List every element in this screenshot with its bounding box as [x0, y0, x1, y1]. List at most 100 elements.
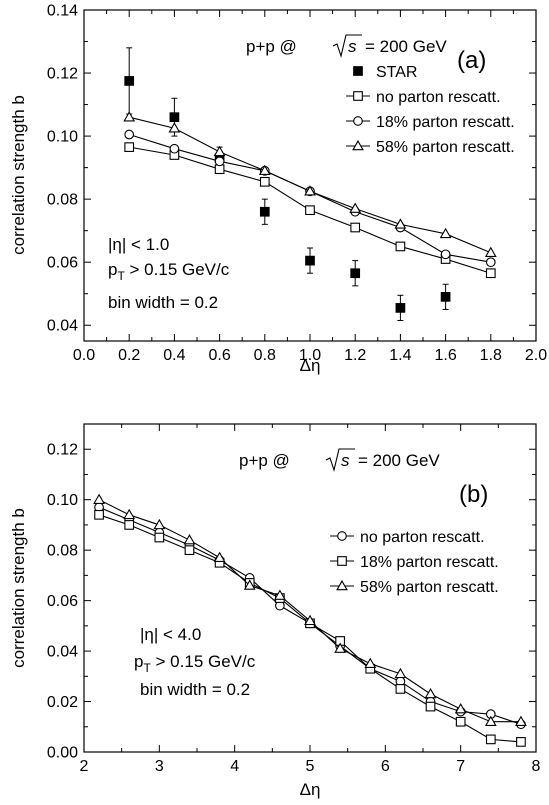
panel-a-eta-range: |η| < 1.0: [108, 235, 169, 254]
panel-b-legend: no parton rescatt. 18% parton rescatt. 58%…: [330, 529, 499, 596]
panel-b-pt-cut: pT > 0.15 GeV/c: [134, 652, 256, 675]
data-point: [426, 702, 435, 711]
svg-text:s: s: [341, 451, 350, 470]
data-point: [486, 717, 496, 726]
data-point: [487, 735, 496, 744]
y-tick-label: 0.06: [47, 255, 78, 272]
data-point: [155, 533, 164, 542]
panel-a-header-energy: = 200 GeV: [365, 37, 447, 56]
y-tick-label: 0.12: [47, 442, 78, 459]
data-point: [95, 511, 104, 520]
panel-b-xlabel: Δη: [300, 780, 321, 799]
data-point: [351, 269, 360, 278]
panel-b-ylabel: correlation strength b: [9, 508, 28, 668]
x-tick-label: 1.4: [389, 347, 411, 364]
data-point: [395, 219, 405, 228]
y-tick-label: 0.08: [47, 192, 78, 209]
data-point: [170, 144, 179, 153]
x-tick-label: 7: [456, 758, 465, 775]
y-tick-label: 0.10: [47, 492, 78, 509]
data-point: [215, 165, 224, 174]
y-tick-label: 0.14: [47, 3, 78, 20]
x-tick-label: 2: [80, 758, 89, 775]
legend-label: no parton rescatt.: [360, 529, 485, 546]
data-point: [351, 223, 360, 232]
panel-b-sqrt-s: s: [326, 449, 355, 470]
legend-label: 18% parton rescatt.: [360, 554, 499, 571]
panel-a-label: (a): [457, 47, 486, 74]
data-point: [487, 269, 496, 278]
svg-text:s: s: [348, 37, 357, 56]
data-point: [124, 510, 134, 519]
data-point: [261, 178, 270, 187]
y-tick-label: 0.12: [47, 66, 78, 83]
legend-marker: [354, 92, 363, 101]
data-point: [517, 738, 526, 747]
legend-item-no-parton-rescatt: no parton rescatt.: [346, 89, 501, 106]
legend-label: 58% parton rescatt.: [360, 579, 499, 596]
panel-b-header-energy: = 200 GeV: [358, 451, 440, 470]
data-point: [125, 143, 134, 152]
data-point: [441, 250, 450, 259]
x-tick-label: 0.2: [118, 347, 140, 364]
data-point: [125, 521, 134, 530]
x-tick-label: 0.0: [73, 347, 95, 364]
legend-item-18-parton-rescatt: 18% parton rescatt.: [330, 554, 499, 571]
legend-item-58-parton-rescatt: 58% parton rescatt.: [346, 139, 515, 156]
data-point: [426, 689, 436, 698]
series-58-parton-rescatt: [124, 112, 495, 256]
data-point: [487, 258, 496, 267]
legend-marker: [354, 117, 363, 126]
legend-marker: [353, 141, 363, 150]
panel-a-legend: STAR no parton rescatt. 18% parton rescatt…: [346, 64, 515, 156]
x-tick-label: 1.6: [434, 347, 456, 364]
data-point: [365, 659, 375, 668]
data-point: [306, 256, 315, 265]
y-tick-label: 0.00: [47, 745, 78, 762]
panel-b-bin-width: bin width = 0.2: [140, 680, 250, 699]
data-point: [185, 546, 194, 555]
panel-b: 2 3 4 5 6 7 8 0.00 0.02 0.04 0.06 0.08 0.10 0.12 p+p …: [9, 424, 541, 799]
legend-marker: [338, 532, 347, 541]
panel-a-sqrt-s: s: [333, 35, 362, 56]
x-tick-label: 0.6: [208, 347, 230, 364]
panel-a: 0.0 0.2 0.4 0.6 0.8 1.0 1.2 1.4 1.6 1.8 2.0 0.04 0.0…: [9, 3, 547, 376]
panel-a-xlabel: Δη: [300, 356, 321, 375]
y-tick-label: 0.06: [47, 593, 78, 610]
data-point: [441, 293, 450, 302]
x-tick-label: 0.4: [163, 347, 185, 364]
panel-b-eta-range: |η| < 4.0: [140, 625, 201, 644]
data-point: [396, 242, 405, 251]
legend-item-18-parton-rescatt: 18% parton rescatt.: [346, 114, 515, 131]
y-tick-label: 0.10: [47, 129, 78, 146]
panel-a-header: p+p @: [246, 37, 297, 56]
x-tick-label: 6: [381, 758, 390, 775]
y-tick-label: 0.08: [47, 543, 78, 560]
legend-item-58-parton-rescatt: 58% parton rescatt.: [330, 579, 499, 596]
y-tick-label: 0.04: [47, 644, 78, 661]
panel-a-pt-cut: pT > 0.15 GeV/c: [108, 260, 230, 283]
data-point: [350, 204, 360, 213]
x-tick-label: 2.0: [525, 347, 547, 364]
data-point: [125, 130, 134, 139]
x-tick-label: 4: [230, 758, 239, 775]
legend-label: 18% parton rescatt.: [376, 114, 515, 131]
legend-label: STAR: [376, 64, 417, 81]
legend-marker: [354, 67, 363, 76]
legend-label: 58% parton rescatt.: [376, 139, 515, 156]
x-tick-label: 1.2: [344, 347, 366, 364]
panel-b-header: p+p @: [239, 451, 290, 470]
data-point: [215, 147, 225, 156]
data-point: [125, 77, 134, 86]
y-tick-label: 0.02: [47, 694, 78, 711]
x-tick-label: 8: [532, 758, 541, 775]
panel-b-label: (b): [459, 481, 488, 508]
legend-label: no parton rescatt.: [376, 89, 501, 106]
data-point: [215, 157, 224, 166]
data-point: [261, 207, 270, 216]
y-tick-label: 0.04: [47, 318, 78, 335]
data-point: [396, 685, 405, 694]
panel-b-ticks: 2 3 4 5 6 7 8 0.00 0.02 0.04 0.06 0.08 0.10 0.12: [47, 424, 541, 775]
x-tick-label: 3: [155, 758, 164, 775]
